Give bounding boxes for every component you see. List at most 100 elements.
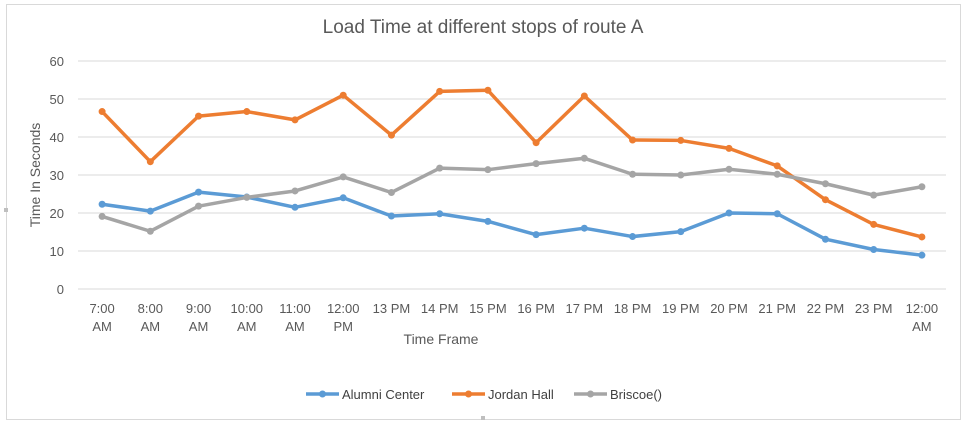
data-point <box>484 217 492 225</box>
data-point <box>677 136 685 144</box>
x-tick-label: 15 PM <box>469 301 507 316</box>
legend-item: Jordan Hall <box>452 387 554 402</box>
series-group <box>98 86 926 259</box>
x-tick-label: 10:00 AM <box>231 301 264 334</box>
y-axis-ticks: 0 10 20 30 40 50 60 <box>50 54 64 297</box>
data-point <box>773 170 781 178</box>
data-point <box>773 162 781 170</box>
x-tick-label: 8:00 AM <box>138 301 163 334</box>
data-point <box>629 233 637 241</box>
data-point <box>725 144 733 152</box>
data-point <box>629 170 637 178</box>
series-line <box>100 190 924 257</box>
data-point <box>918 183 926 191</box>
x-axis-ticks: 7:00 AM 8:00 AM 9:00 AM 10:00 AM 11:00 AM 12:00 PM 1… <box>89 301 938 334</box>
data-point <box>677 228 685 236</box>
gridlines <box>78 60 946 290</box>
data-point <box>243 193 251 201</box>
data-point <box>821 196 829 204</box>
x-tick-label: 16 PM <box>517 301 555 316</box>
legend-marker <box>319 390 326 398</box>
chart-area <box>6 4 961 420</box>
data-point <box>725 209 733 217</box>
data-point <box>773 210 781 218</box>
x-tick-label: 13 PM <box>373 301 411 316</box>
data-point <box>580 154 588 162</box>
data-point <box>436 210 444 218</box>
data-point <box>387 188 395 196</box>
data-point <box>339 194 347 202</box>
data-point <box>243 108 251 116</box>
series-0 <box>98 188 926 259</box>
data-point <box>629 136 637 144</box>
x-tick-label: 20 PM <box>710 301 748 316</box>
resize-handle-bottom[interactable] <box>481 416 485 420</box>
data-point <box>821 235 829 243</box>
x-tick-label: 12:00 AM <box>906 301 939 334</box>
y-axis-title: Time In Seconds <box>27 123 43 228</box>
legend-item: Briscoe() <box>574 387 662 402</box>
x-tick-label: 12:00 PM <box>327 301 360 334</box>
data-point <box>484 166 492 174</box>
data-point <box>146 227 154 235</box>
data-point <box>725 165 733 173</box>
data-point <box>195 188 203 196</box>
data-point <box>98 212 106 220</box>
x-tick-label: 9:00 AM <box>186 301 211 334</box>
series-line <box>100 156 924 233</box>
legend-label: Alumni Center <box>342 387 425 402</box>
data-point <box>918 233 926 241</box>
data-point <box>532 139 540 147</box>
y-tick-label: 0 <box>57 282 64 297</box>
data-point <box>387 131 395 139</box>
legend-marker <box>465 390 472 398</box>
data-point <box>677 171 685 179</box>
legend-label: Jordan Hall <box>488 387 554 402</box>
y-tick-label: 40 <box>50 130 64 145</box>
resize-handle-left[interactable] <box>4 208 8 212</box>
data-point <box>98 200 106 208</box>
data-point <box>387 212 395 220</box>
data-point <box>870 191 878 199</box>
series-2 <box>98 154 926 235</box>
y-tick-label: 20 <box>50 206 64 221</box>
x-tick-label: 18 PM <box>614 301 652 316</box>
data-point <box>821 180 829 188</box>
data-point <box>339 173 347 181</box>
data-point <box>532 231 540 239</box>
data-point <box>870 220 878 228</box>
data-point <box>98 108 106 116</box>
x-tick-label: 11:00 AM <box>279 301 311 334</box>
y-tick-label: 10 <box>50 244 64 259</box>
y-tick-label: 50 <box>50 92 64 107</box>
y-tick-label: 60 <box>50 54 64 69</box>
data-point <box>339 91 347 99</box>
x-tick-label: 7:00 AM <box>89 301 114 334</box>
x-tick-label: 19 PM <box>662 301 700 316</box>
x-tick-label: 14 PM <box>421 301 459 316</box>
data-point <box>195 202 203 210</box>
legend-marker <box>587 390 594 398</box>
legend: Alumni Center Jordan Hall Briscoe() <box>306 387 662 402</box>
data-point <box>436 164 444 172</box>
x-tick-label: 22 PM <box>807 301 845 316</box>
data-point <box>484 86 492 94</box>
data-point <box>291 203 299 211</box>
data-point <box>195 112 203 120</box>
data-point <box>580 92 588 100</box>
x-tick-label: 17 PM <box>566 301 604 316</box>
data-point <box>870 245 878 253</box>
data-point <box>918 251 926 259</box>
legend-label: Briscoe() <box>610 387 662 402</box>
data-point <box>146 158 154 166</box>
data-point <box>146 207 154 215</box>
x-tick-label: 21 PM <box>758 301 796 316</box>
y-tick-label: 30 <box>50 168 64 183</box>
x-axis-title: Time Frame <box>404 331 479 347</box>
data-point <box>291 116 299 124</box>
x-tick-label: 23 PM <box>855 301 893 316</box>
data-point <box>532 160 540 168</box>
data-point <box>436 87 444 95</box>
series-1 <box>98 86 926 241</box>
